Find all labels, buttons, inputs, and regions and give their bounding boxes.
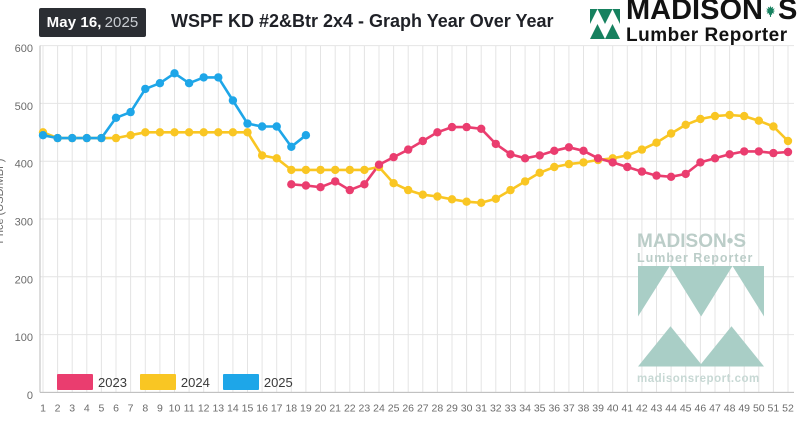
svg-text:42: 42 [636, 402, 648, 414]
svg-text:48: 48 [724, 402, 736, 414]
svg-text:50: 50 [753, 402, 765, 414]
svg-text:300: 300 [15, 217, 33, 229]
svg-text:21: 21 [329, 402, 341, 414]
svg-text:16: 16 [256, 402, 268, 414]
svg-text:400: 400 [15, 159, 33, 171]
svg-text:0: 0 [27, 390, 33, 402]
svg-text:44: 44 [665, 402, 677, 414]
svg-text:45: 45 [680, 402, 692, 414]
svg-text:Lumber Reporter: Lumber Reporter [637, 251, 753, 265]
svg-text:18: 18 [285, 402, 297, 414]
svg-text:600: 600 [15, 43, 33, 55]
svg-text:32: 32 [490, 402, 502, 414]
svg-text:47: 47 [709, 402, 721, 414]
svg-text:20: 20 [315, 402, 327, 414]
svg-text:37: 37 [563, 402, 575, 414]
svg-text:41: 41 [621, 402, 633, 414]
svg-text:29: 29 [446, 402, 458, 414]
svg-text:6: 6 [113, 402, 119, 414]
svg-text:200: 200 [15, 274, 33, 286]
svg-text:46: 46 [695, 402, 707, 414]
svg-text:7: 7 [128, 402, 134, 414]
svg-text:39: 39 [592, 402, 604, 414]
svg-text:9: 9 [157, 402, 163, 414]
svg-text:34: 34 [519, 402, 531, 414]
svg-text:19: 19 [300, 402, 312, 414]
svg-text:12: 12 [198, 402, 210, 414]
svg-text:15: 15 [242, 402, 254, 414]
svg-text:26: 26 [402, 402, 414, 414]
svg-text:10: 10 [169, 402, 181, 414]
svg-text:31: 31 [475, 402, 487, 414]
svg-text:13: 13 [212, 402, 224, 414]
svg-text:8: 8 [142, 402, 148, 414]
svg-text:43: 43 [651, 402, 663, 414]
svg-text:52: 52 [782, 402, 794, 414]
svg-text:51: 51 [768, 402, 780, 414]
svg-text:2: 2 [55, 402, 61, 414]
svg-text:MADISON•S: MADISON•S [637, 231, 746, 252]
svg-text:30: 30 [461, 402, 473, 414]
svg-text:100: 100 [15, 332, 33, 344]
svg-text:4: 4 [84, 402, 90, 414]
svg-text:17: 17 [271, 402, 283, 414]
svg-text:3: 3 [69, 402, 75, 414]
svg-text:28: 28 [432, 402, 444, 414]
svg-text:23: 23 [359, 402, 371, 414]
svg-text:33: 33 [505, 402, 517, 414]
svg-text:36: 36 [548, 402, 560, 414]
svg-text:27: 27 [417, 402, 429, 414]
svg-text:22: 22 [344, 402, 356, 414]
svg-text:11: 11 [184, 402, 195, 414]
svg-text:madisonsreport.com: madisonsreport.com [637, 373, 760, 385]
svg-text:40: 40 [607, 402, 619, 414]
svg-text:14: 14 [227, 402, 239, 414]
svg-text:24: 24 [373, 402, 385, 414]
svg-text:49: 49 [738, 402, 750, 414]
svg-text:35: 35 [534, 402, 546, 414]
svg-text:1: 1 [40, 402, 46, 414]
svg-text:25: 25 [388, 402, 400, 414]
svg-text:5: 5 [98, 402, 104, 414]
svg-text:38: 38 [578, 402, 590, 414]
svg-text:500: 500 [15, 101, 33, 113]
